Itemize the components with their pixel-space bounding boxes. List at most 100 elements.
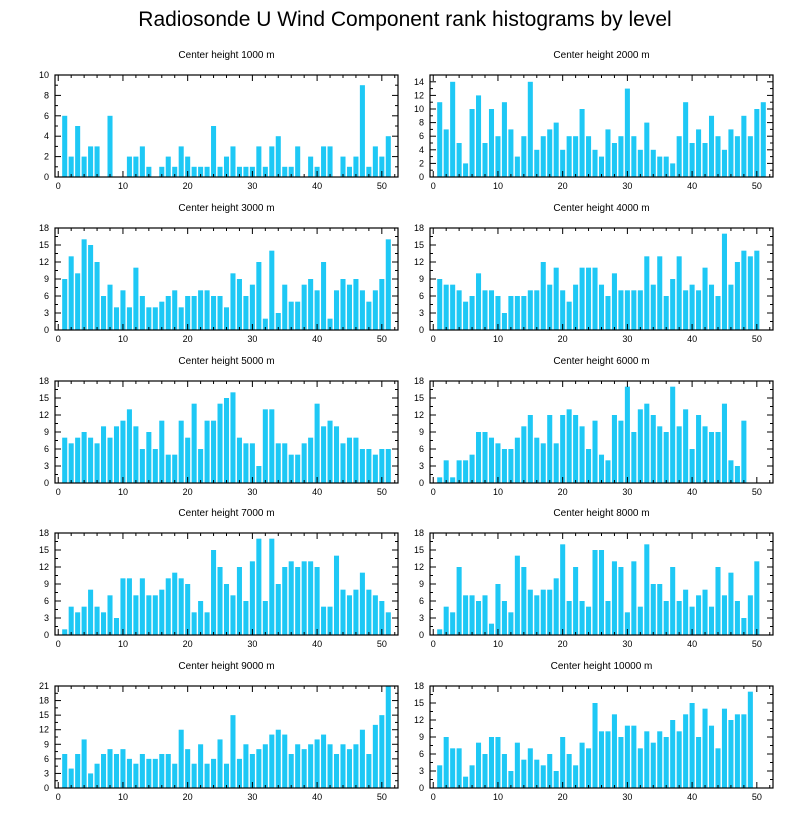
bar <box>721 149 727 177</box>
bar <box>650 415 656 483</box>
bar <box>521 296 527 330</box>
bar <box>488 737 495 788</box>
bar <box>295 301 301 330</box>
bar <box>353 156 359 177</box>
bar <box>172 763 178 788</box>
bar <box>185 437 191 483</box>
x-tick-label: 50 <box>752 334 762 344</box>
bar <box>152 595 158 635</box>
bar <box>514 437 520 483</box>
bar <box>508 129 514 177</box>
bar <box>139 449 145 483</box>
bar <box>256 146 262 177</box>
bar <box>476 432 482 483</box>
bar <box>146 595 152 635</box>
bar <box>547 415 553 483</box>
x-tick-label: 10 <box>493 487 503 497</box>
bar <box>644 403 650 483</box>
y-tick-label: 3 <box>44 308 49 318</box>
bar <box>372 454 378 483</box>
bar <box>178 729 184 788</box>
bar <box>670 279 676 330</box>
bar <box>88 589 94 635</box>
bar <box>644 256 650 330</box>
bar <box>107 115 113 177</box>
bar <box>534 759 540 788</box>
bar <box>139 578 145 635</box>
bar <box>644 122 650 177</box>
y-tick-label: 4 <box>44 131 49 141</box>
bar <box>346 749 352 788</box>
bar <box>715 136 721 177</box>
chart-panel-4: Center height 4000 m 0 10 20 30 40 50 0 3 6 9 12 15 1… <box>414 203 774 344</box>
x-tick-label: 30 <box>622 487 632 497</box>
bar <box>256 749 262 788</box>
y-tick-label: 12 <box>39 257 49 267</box>
bar <box>560 737 566 788</box>
x-tick-label: 30 <box>247 487 257 497</box>
bar <box>573 765 579 788</box>
x-tick-label: 10 <box>118 487 128 497</box>
bar <box>650 742 656 788</box>
bar <box>676 136 682 177</box>
bar <box>437 765 443 788</box>
bar <box>508 771 514 788</box>
bar <box>185 584 191 635</box>
x-tick-label: 30 <box>622 792 632 802</box>
bar <box>236 279 242 330</box>
bar <box>321 426 327 483</box>
bar <box>288 301 294 330</box>
bar <box>488 109 495 177</box>
bar <box>68 768 74 788</box>
bar <box>101 754 107 788</box>
bar <box>165 578 171 635</box>
bar <box>236 758 242 788</box>
bar <box>204 290 210 330</box>
bar <box>295 567 301 635</box>
y-tick-label: 0 <box>44 325 49 335</box>
bar <box>611 561 617 635</box>
bar <box>101 426 107 483</box>
bar <box>379 156 385 177</box>
bar <box>514 296 520 330</box>
bar <box>579 742 585 788</box>
bar <box>586 748 592 788</box>
bar <box>223 763 230 788</box>
bar <box>353 744 359 788</box>
bar <box>463 301 469 330</box>
bar <box>747 595 753 635</box>
bar <box>295 454 301 483</box>
bar <box>81 156 87 177</box>
bar <box>657 156 663 177</box>
x-tick-label: 30 <box>622 181 632 191</box>
bar <box>482 290 488 330</box>
bar <box>741 115 747 177</box>
bar <box>741 618 747 635</box>
bar <box>728 460 734 483</box>
bar <box>586 449 592 483</box>
bar <box>133 267 139 330</box>
bar <box>211 420 217 483</box>
bar <box>579 109 585 177</box>
bar <box>598 156 605 177</box>
bar <box>107 595 113 635</box>
y-tick-label: 3 <box>419 766 424 776</box>
bar <box>269 250 275 330</box>
bar <box>113 754 120 788</box>
chart-panel-8: Center height 8000 m 0 10 20 30 40 50 0 3 6 9 12 15 1… <box>414 508 774 649</box>
bar <box>728 720 734 788</box>
bar <box>534 437 540 483</box>
bar <box>579 426 585 483</box>
bar <box>443 460 449 483</box>
bar <box>754 561 760 635</box>
x-tick-label: 40 <box>312 792 322 802</box>
bar <box>314 739 320 788</box>
bar <box>482 143 488 177</box>
bar <box>62 629 68 635</box>
bar <box>282 567 288 635</box>
y-tick-label: 9 <box>44 579 49 589</box>
bar <box>346 595 352 635</box>
bar <box>269 734 275 788</box>
x-tick-label: 30 <box>247 639 257 649</box>
